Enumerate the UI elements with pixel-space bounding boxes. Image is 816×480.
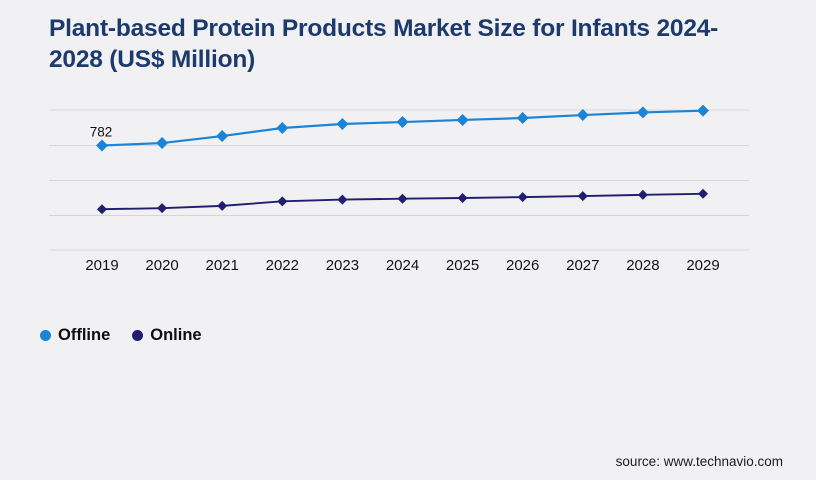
- online-marker: [217, 200, 228, 211]
- offline-marker: [636, 106, 649, 119]
- x-axis-label: 2026: [506, 257, 539, 274]
- offline-marker: [516, 112, 529, 125]
- data-label: 782: [90, 125, 113, 140]
- online-marker: [97, 204, 107, 215]
- offline-series-line: [101, 109, 704, 147]
- online-marker: [517, 192, 528, 203]
- offline-marker: [576, 109, 589, 122]
- legend-item-online: Online: [132, 326, 202, 345]
- x-axis-label: 2023: [326, 257, 359, 274]
- offline-marker: [336, 117, 349, 130]
- x-axis-label: 2025: [446, 257, 479, 274]
- chart-legend: Offline Online: [40, 326, 224, 345]
- x-axis-label: 2024: [386, 257, 419, 274]
- chart-title: Plant-based Protein Products Market Size…: [49, 15, 719, 73]
- online-marker: [577, 191, 588, 202]
- offline-legend-label: Offline: [58, 326, 111, 344]
- online-marker: [457, 193, 468, 203]
- offline-marker: [156, 137, 169, 150]
- offline-legend-dot-icon: [40, 330, 51, 341]
- offline-marker: [96, 139, 108, 152]
- online-marker: [637, 189, 648, 200]
- x-axis-label: 2022: [266, 257, 299, 274]
- offline-marker: [396, 116, 409, 129]
- offline-marker: [456, 113, 469, 126]
- online-legend-dot-icon: [132, 330, 144, 341]
- x-axis-label: 2021: [206, 257, 239, 274]
- online-legend-label: Online: [150, 326, 202, 344]
- online-marker: [277, 196, 288, 207]
- offline-marker: [697, 104, 709, 117]
- x-axis-label: 2027: [566, 257, 599, 274]
- market-size-line-chart: 782 2019 2020 2021 2022 2023 2024 2025 2026 2027 2…: [49, 104, 749, 274]
- online-marker: [397, 193, 408, 204]
- legend-item-offline: Offline: [40, 326, 110, 345]
- x-axis-label: 2019: [85, 257, 118, 274]
- x-axis-label: 2020: [145, 257, 178, 274]
- offline-marker: [216, 130, 229, 143]
- source-attribution: source: www.technavio.com: [615, 454, 783, 469]
- x-axis-label: 2029: [686, 257, 719, 274]
- offline-marker: [276, 122, 289, 134]
- online-marker: [337, 194, 348, 205]
- online-marker: [698, 188, 708, 199]
- x-axis-label: 2028: [626, 257, 659, 274]
- online-marker: [157, 203, 168, 214]
